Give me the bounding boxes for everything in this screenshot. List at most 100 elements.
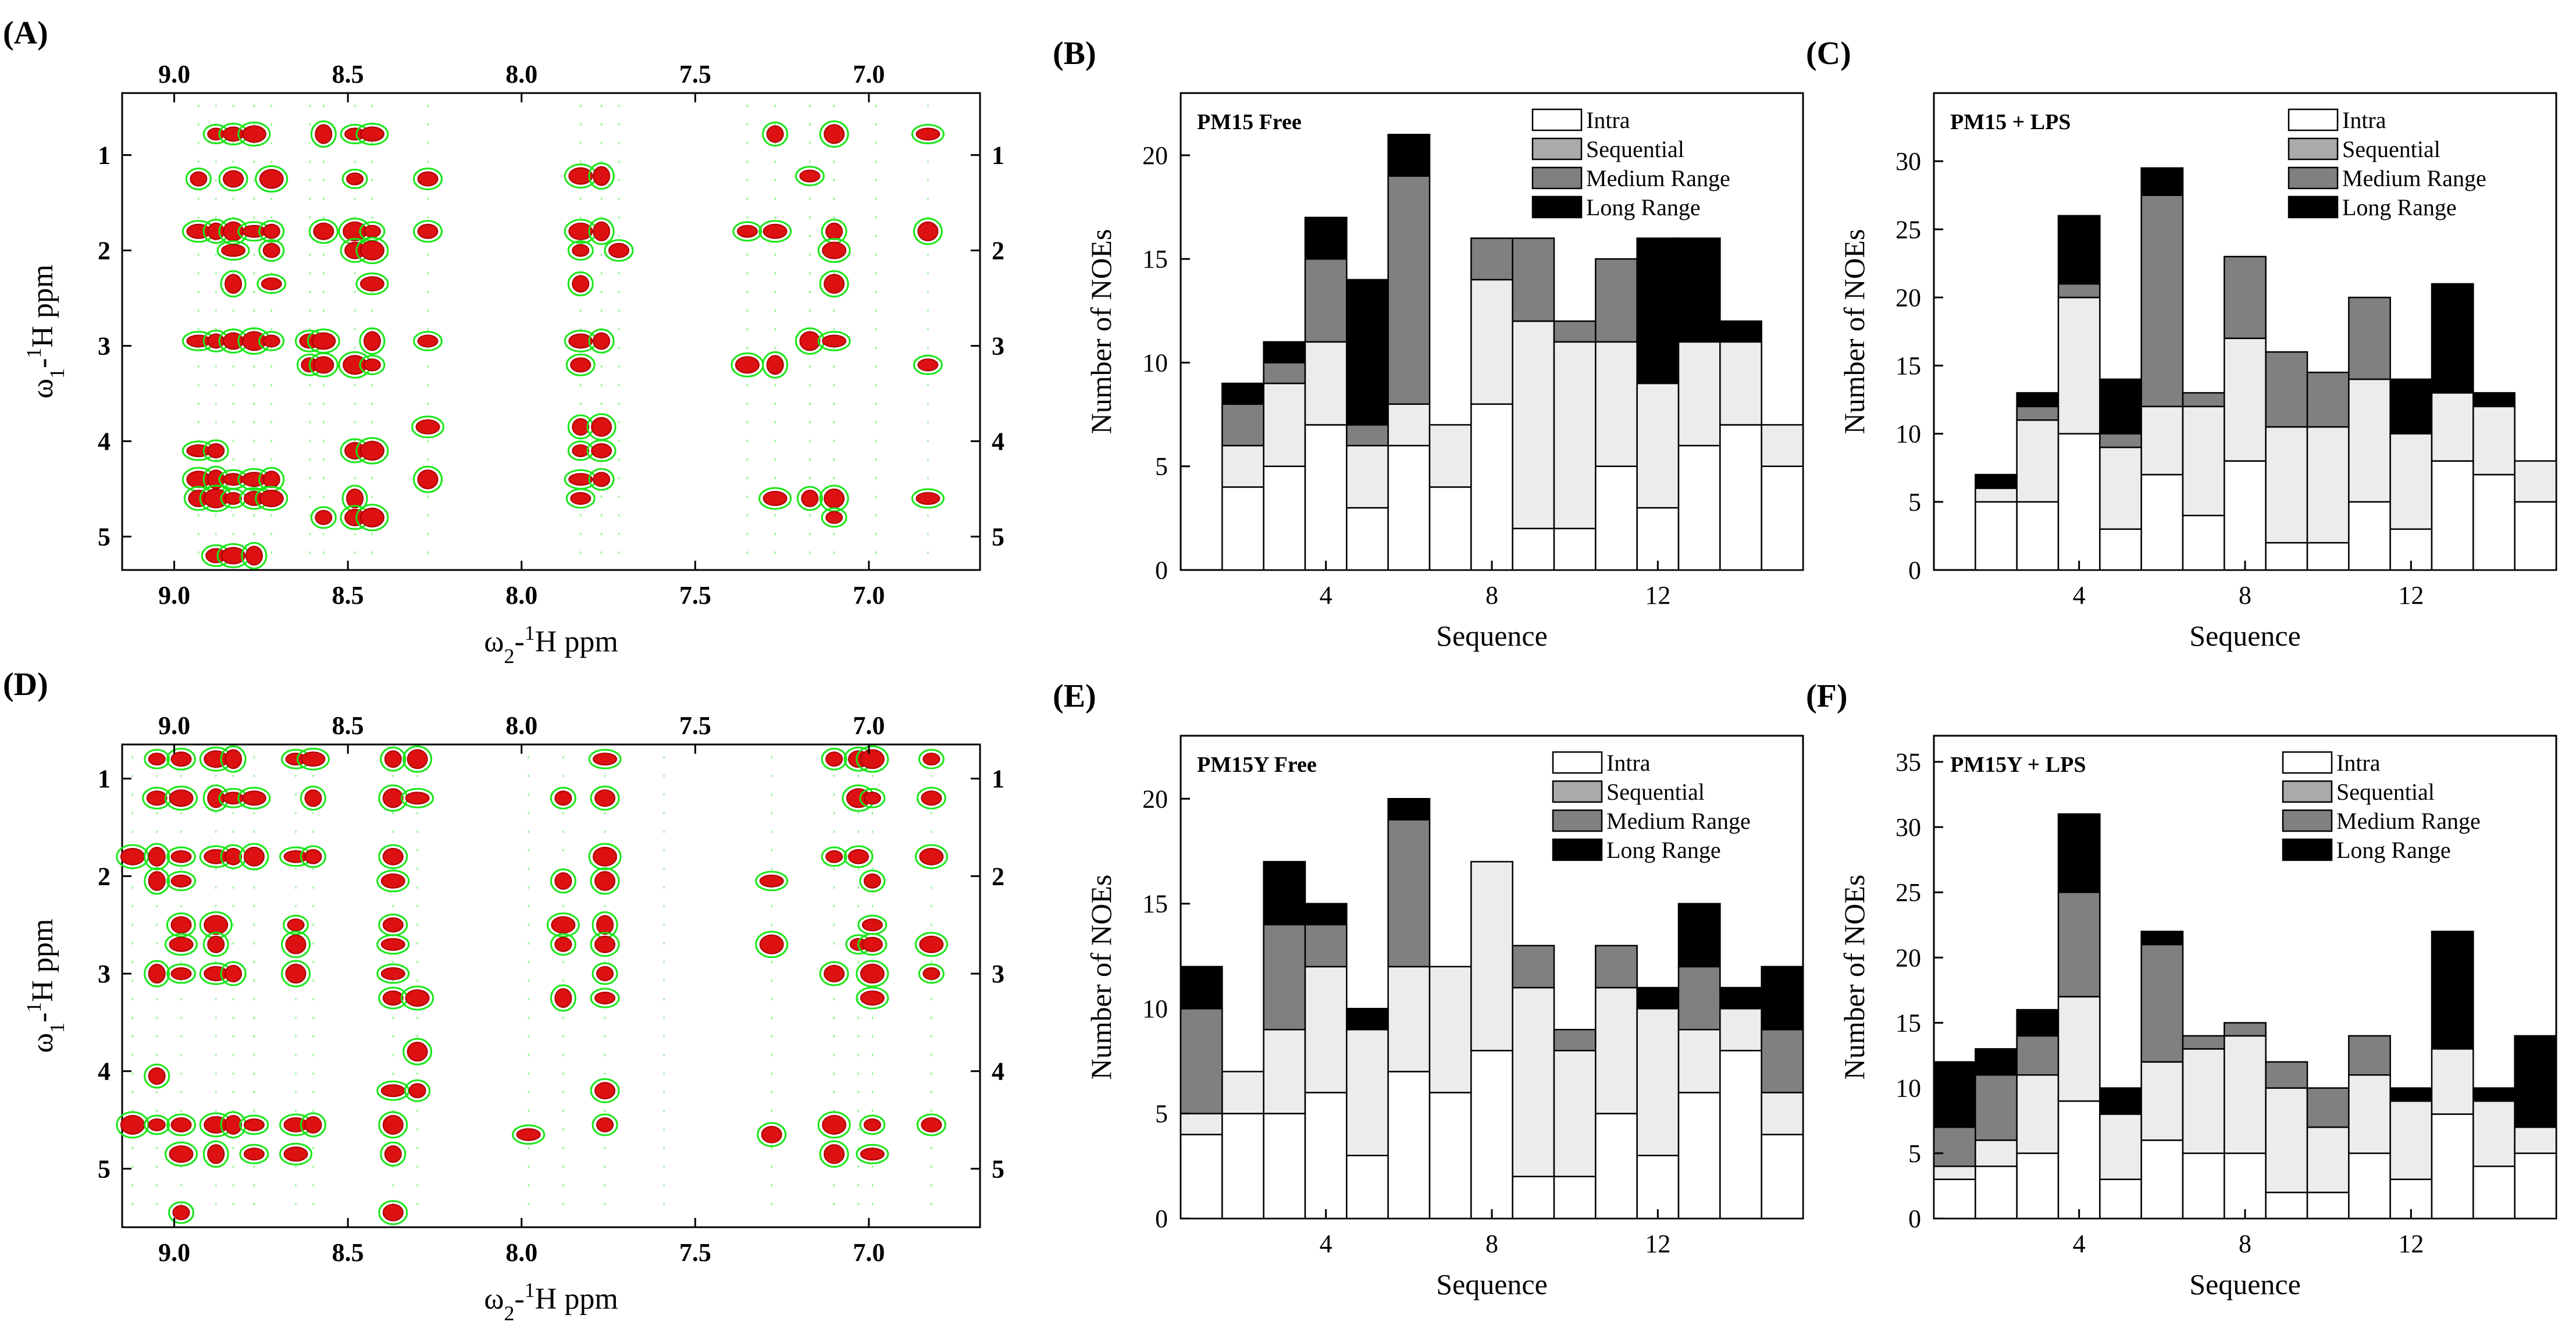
bar-segment-long-range <box>2099 1087 2142 1115</box>
bar-segment-medium-range <box>2265 351 2308 428</box>
peak-contour-outer <box>592 1113 618 1136</box>
bar-segment-intra <box>1595 465 1638 571</box>
peak-contour-inner <box>554 936 572 952</box>
legend: Intra Sequential Medium Range Long Range <box>2282 750 2481 863</box>
x-tick-label: 12 <box>1645 1230 1670 1258</box>
bar-segment-intra <box>1470 403 1513 571</box>
bar-segment-medium-range <box>1180 1007 1223 1114</box>
legend-label: Medium Range <box>1586 165 1730 191</box>
peak-contour-inner <box>204 915 229 935</box>
peak-contour-inner <box>572 444 590 457</box>
bar-segment-medium-range <box>2016 405 2060 421</box>
peak-contour-inner <box>824 965 845 983</box>
bar-segment-long-range <box>2431 931 2474 1050</box>
bar-segment-long-range <box>2514 1035 2557 1128</box>
peak-contour-inner <box>799 331 821 351</box>
y-axis-label: ω1-1H ppm <box>22 265 69 399</box>
bar-segment-intra <box>1975 501 2018 571</box>
peak-contour-outer <box>341 169 368 190</box>
peak-contour-inner <box>225 274 243 294</box>
bar-segment-intra <box>2514 501 2557 571</box>
bar-segment-sequential <box>1553 1050 1597 1178</box>
peak-contour-outer <box>308 219 339 244</box>
bar-segment-intra <box>1470 1050 1513 1220</box>
bar-segment-medium-range <box>1263 362 1306 384</box>
peak-contour-outer <box>732 221 763 242</box>
y-tick-label-right: 4 <box>992 1057 1004 1086</box>
bar-segment-long-range <box>2016 392 2060 408</box>
peak-contour-inner <box>243 1118 265 1131</box>
x-tick-label-bottom: 7.5 <box>679 1238 711 1267</box>
bar-segment-intra <box>1677 444 1721 571</box>
legend-swatch <box>1552 751 1603 774</box>
peak-contour-inner <box>363 358 381 372</box>
bar-segment-sequential <box>2348 378 2391 503</box>
bar-segment-long-range <box>1677 237 1721 343</box>
peak-contour-outer <box>590 1078 620 1103</box>
legend-swatch <box>2288 137 2339 161</box>
legend-swatch <box>2282 809 2333 832</box>
bar-segment-sequential <box>1387 965 1431 1073</box>
peak-contour-inner <box>763 223 788 239</box>
peak-contour-inner <box>922 967 940 981</box>
peak-contour-outer <box>144 749 170 769</box>
bar-segment-intra <box>2140 1139 2184 1220</box>
peak-contour-inner <box>594 935 616 953</box>
bar-segment-intra <box>1553 528 1597 571</box>
bar-segment-long-range <box>1387 134 1431 177</box>
y-tick-label: 5 <box>1155 452 1168 481</box>
peak-contour-inner <box>415 419 440 434</box>
bar-segment-sequential <box>2224 337 2267 462</box>
bar-segment-long-range <box>2099 378 2142 434</box>
bar-segment-long-range <box>2057 813 2101 893</box>
bar-segment-sequential <box>2389 433 2433 530</box>
bar-segment-intra <box>2057 433 2101 571</box>
peak-contour-outer <box>550 984 576 1012</box>
peak-contour-inner <box>572 275 590 293</box>
bar-segment-medium-range <box>1263 924 1306 1031</box>
bar-segment-medium-range <box>1387 175 1431 405</box>
y-tick-label: 15 <box>1896 352 1921 380</box>
peak-contour-inner <box>593 332 611 350</box>
bar-segment-sequential <box>1263 1028 1306 1114</box>
peak-contour-inner <box>120 1114 145 1135</box>
y-tick-label: 15 <box>1142 890 1168 918</box>
x-tick-label-top: 7.0 <box>853 60 885 88</box>
peak-contour-outer <box>821 747 847 771</box>
peak-contour-outer <box>376 934 410 955</box>
peak-contour-inner <box>594 871 616 891</box>
bar-segment-intra <box>1719 424 1762 571</box>
peak-contour-outer <box>239 1143 269 1164</box>
bar-segment-intra <box>1761 465 1804 571</box>
y-tick-label: 10 <box>1896 420 1921 448</box>
bar-segment-intra <box>1221 1113 1264 1220</box>
bar-segment-intra <box>2431 1113 2474 1220</box>
peak-contour-outer <box>258 220 285 243</box>
peak-contour-inner <box>304 789 322 807</box>
peak-contour-inner <box>363 225 381 238</box>
y-tick-label: 20 <box>1896 283 1921 312</box>
y-tick-label: 10 <box>1142 995 1168 1023</box>
bar-segment-sequential <box>1636 382 1680 509</box>
peak-contour-inner <box>186 223 211 239</box>
peak-contour-inner <box>346 489 364 508</box>
x-tick-label-top: 9.0 <box>158 711 190 740</box>
peak-contour-inner <box>186 444 211 457</box>
legend: Intra Sequential Medium Range Long Range <box>2288 107 2486 220</box>
peak-contour-inner <box>861 936 883 952</box>
bar-segment-intra <box>2016 501 2060 571</box>
peak-contour-inner <box>861 918 883 932</box>
bar-segment-intra <box>1428 1092 1472 1220</box>
legend-label: Sequential <box>2342 136 2440 162</box>
bar-segment-medium-range <box>2057 891 2101 997</box>
peak-contour-inner <box>736 225 758 238</box>
bar-segment-sequential <box>2389 1100 2433 1180</box>
peak-contour-inner <box>359 276 384 291</box>
bar-segment-sequential <box>2140 1061 2184 1141</box>
x-tick-label-top: 7.0 <box>853 711 885 740</box>
peak-contour-inner <box>380 967 405 981</box>
bar-segment-medium-range <box>1677 965 1721 1031</box>
x-tick-label: 8 <box>2239 581 2251 610</box>
bar-segment-long-range <box>1304 216 1348 260</box>
peak-contour-inner <box>169 1145 194 1163</box>
